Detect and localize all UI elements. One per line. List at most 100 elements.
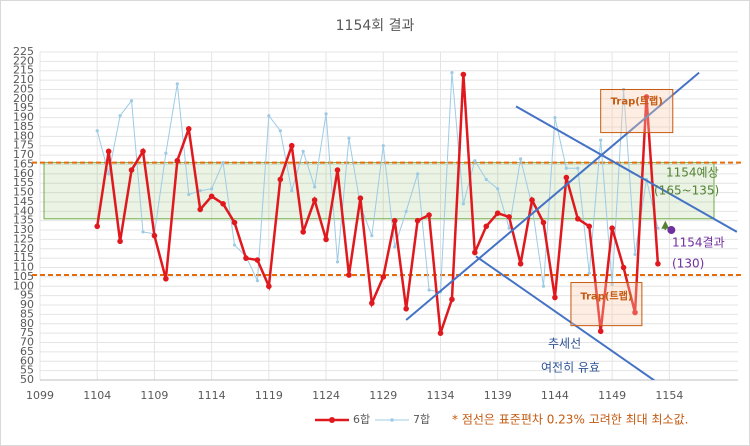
- series-point: [300, 229, 306, 235]
- y-tick-label: 185: [13, 120, 34, 133]
- series-point: [369, 300, 375, 306]
- y-tick-label: 215: [13, 64, 34, 77]
- x-tick-label: 1119: [255, 389, 283, 402]
- annotation: 1154결과: [672, 236, 725, 250]
- series-point: [255, 279, 260, 283]
- trap-box: [600, 88, 674, 134]
- y-tick-label: 220: [13, 54, 34, 67]
- legend-marker: [329, 417, 335, 423]
- footnote: * 점선은 표준편차 0.23% 고려한 최대 최소값.: [452, 413, 688, 427]
- series-point: [610, 282, 614, 287]
- series-point: [553, 116, 557, 120]
- y-tick-label: 50: [20, 373, 34, 386]
- y-tick-label: 75: [20, 326, 34, 339]
- series-point: [643, 94, 650, 100]
- series-point: [128, 167, 135, 173]
- series-point: [599, 138, 603, 142]
- series-point: [381, 144, 385, 148]
- series-point: [335, 260, 340, 264]
- series-point: [620, 264, 627, 271]
- series-point: [472, 249, 478, 256]
- series-point: [496, 187, 500, 191]
- y-tick-label: 70: [20, 336, 34, 349]
- series-point: [267, 114, 271, 118]
- y-tick-label: 210: [13, 73, 34, 86]
- series-point: [311, 197, 318, 203]
- series-point: [175, 82, 179, 86]
- y-tick-label: 150: [13, 186, 34, 199]
- series-point: [416, 172, 420, 176]
- annotation: 추세선: [548, 337, 581, 351]
- series-point: [278, 129, 282, 133]
- x-tick-label: 1099: [26, 389, 54, 402]
- band: [43, 162, 715, 220]
- series-point: [140, 148, 146, 155]
- series-point: [187, 192, 191, 197]
- annotation: 여전히 유효: [541, 361, 600, 375]
- y-tick-label: 100: [13, 279, 34, 292]
- y-tick-label: 135: [13, 214, 34, 227]
- y-tick-label: 200: [13, 92, 34, 105]
- series-point: [507, 226, 511, 230]
- series-point: [357, 195, 364, 201]
- series-point: [105, 148, 112, 155]
- legend-label: 6합: [353, 413, 370, 426]
- series-point: [141, 230, 145, 234]
- series-point: [94, 223, 101, 230]
- series-point: [346, 272, 352, 278]
- y-tick-label: 90: [20, 298, 34, 311]
- trend-lines: [405, 71, 738, 380]
- y-tick-label: 55: [20, 364, 34, 377]
- y-tick-label: 130: [13, 223, 34, 236]
- series-point: [414, 217, 421, 224]
- series-point: [185, 126, 192, 132]
- trend-line: [515, 105, 738, 233]
- series-point: [197, 206, 203, 213]
- series-point: [380, 274, 387, 280]
- series-point: [632, 309, 638, 316]
- series-point: [129, 99, 134, 103]
- x-tick-label: 1129: [369, 389, 397, 402]
- series-point: [597, 328, 604, 335]
- series-point: [460, 71, 467, 78]
- series-point: [347, 136, 351, 140]
- series-point: [393, 245, 397, 249]
- series-point: [609, 225, 615, 231]
- trap-label: Trap(트랩): [580, 291, 632, 303]
- prediction-point: [667, 226, 676, 235]
- series-point: [450, 71, 454, 75]
- y-tick-label: 145: [13, 195, 34, 208]
- x-tick-label: 1104: [83, 389, 111, 402]
- series-point: [107, 172, 111, 176]
- x-tick-label: 1114: [198, 389, 226, 402]
- series-point: [575, 216, 581, 222]
- y-tick-label: 125: [13, 232, 34, 245]
- series-point: [323, 236, 329, 243]
- series-point: [403, 305, 409, 312]
- y-tick-label: 120: [13, 242, 34, 255]
- series-point: [208, 193, 215, 200]
- series-point: [220, 201, 226, 207]
- x-tick-label: 1134: [426, 389, 454, 402]
- series-point: [404, 209, 408, 213]
- trend-line: [405, 71, 700, 321]
- series-point: [151, 232, 158, 239]
- series-point: [174, 157, 181, 164]
- trend-line: [475, 255, 656, 380]
- series-point: [517, 260, 524, 267]
- y-tick-label: 195: [13, 101, 34, 114]
- series-point: [221, 160, 225, 165]
- prediction-arrow-head: [661, 220, 670, 229]
- annotation: (130): [672, 257, 704, 271]
- series-point: [576, 166, 580, 170]
- series-point: [232, 243, 237, 247]
- y-tick-label: 165: [13, 157, 34, 170]
- y-tick-label: 85: [20, 307, 34, 320]
- y-tick-label: 95: [20, 289, 34, 302]
- series-point: [426, 212, 432, 218]
- y-tick-label: 175: [13, 139, 34, 152]
- series-point: [164, 151, 168, 155]
- series-point: [290, 189, 294, 193]
